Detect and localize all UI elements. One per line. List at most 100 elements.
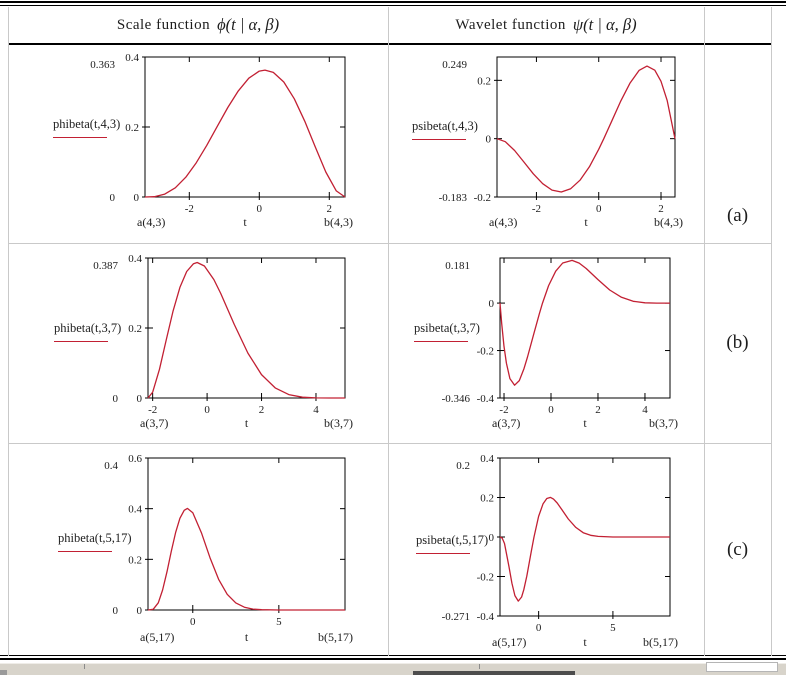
trace-curve <box>499 259 670 386</box>
y-tick-label: 0.2 <box>480 493 494 505</box>
y-tick-label: -0.2 <box>474 192 491 204</box>
legend-trace-swatch <box>412 139 466 140</box>
trace-max-label: 0.2 <box>456 460 470 472</box>
x-range-label-b: b(3,7) <box>649 416 678 430</box>
wavelet-plot-cell-a: psibeta(t,4,3) -2 0 2 -0.2 0 0.2 0.249 -0.183 a(… <box>388 43 704 243</box>
row-label-cell-c: (c) <box>704 443 771 656</box>
table-border-right <box>771 7 772 656</box>
x-tick-label: 2 <box>595 404 601 416</box>
legend-label: psibeta(t,4,3) <box>412 119 478 133</box>
x-tick-label: 5 <box>276 616 282 628</box>
x-axis-label-t: t <box>583 635 587 649</box>
trace-max-label: 0.363 <box>90 59 115 71</box>
header-scale-formula: ϕ(t | α, β) <box>217 15 280 34</box>
x-tick-label: -2 <box>185 203 194 215</box>
row-divider-1 <box>8 243 771 244</box>
strip-corner-fragment <box>0 670 7 675</box>
legend-phibeta-3-7: phibeta(t,3,7) <box>54 321 121 342</box>
scroll-corner-box <box>706 662 778 672</box>
plot-frame <box>496 56 676 198</box>
x-range-label-b: b(5,17) <box>318 630 353 644</box>
trace-curve <box>499 496 670 602</box>
top-rule-inner <box>0 5 786 6</box>
x-tick-label: 0 <box>548 404 554 416</box>
legend-label: psibeta(t,3,7) <box>414 321 480 335</box>
x-range-label-b: b(3,7) <box>324 416 353 430</box>
y-tick-label: 0 <box>486 134 492 146</box>
scale-plot-cell-c: phibeta(t,5,17) 0 5 0 0.2 0.4 0.6 0.4 0 a(5,17) t… <box>8 443 388 656</box>
trace-min-label: 0 <box>113 605 119 617</box>
wavelet-plot-a: -2 0 2 -0.2 0 0.2 0.249 -0.183 a(4,3) t b(4,3) <box>439 56 683 229</box>
taskbar-fragment-bar <box>413 671 575 675</box>
x-axis-label-t: t <box>583 416 587 430</box>
row-label-b: (b) <box>726 332 749 353</box>
plot-frame <box>147 257 346 399</box>
legend-label: phibeta(t,3,7) <box>54 321 122 335</box>
wavelet-plot-cell-c: psibeta(t,5,17) 0 5 -0.4 -0.2 0 0.2 0.4 0.2 -0.2… <box>388 443 704 656</box>
wavelet-plot-b: -2 0 2 4 -0.4 -0.2 0 0.181 -0.346 a(3,7) t b(3,7) <box>442 257 678 430</box>
header-scale-function: Scale function ϕ(t | α, β) <box>8 7 388 43</box>
y-tick-label: 0.4 <box>480 453 494 465</box>
x-range-label-a: a(3,7) <box>140 416 168 430</box>
wavelet-plot-c: 0 5 -0.4 -0.2 0 0.2 0.4 0.2 -0.271 a(5,17) t b(5,17… <box>442 453 678 649</box>
x-tick-label: 5 <box>610 622 616 634</box>
top-rule-outer <box>0 1 786 3</box>
x-tick-label: 4 <box>313 404 319 416</box>
y-tick-label: 0.2 <box>125 122 139 134</box>
x-range-label-a: a(5,17) <box>140 630 174 644</box>
legend-trace-swatch <box>58 551 112 552</box>
header-scale-label: Scale function <box>116 16 211 33</box>
x-tick-label: 2 <box>658 203 664 215</box>
x-tick-label: 0 <box>596 203 602 215</box>
legend-trace-swatch <box>416 553 470 554</box>
legend-label: psibeta(t,5,17) <box>416 533 489 547</box>
legend-psibeta-4-3: psibeta(t,4,3) <box>412 119 478 140</box>
trace-max-label: 0.4 <box>104 460 118 472</box>
x-tick-label: -2 <box>532 203 541 215</box>
y-tick-label: 0.4 <box>128 253 142 265</box>
y-tick-label: -0.2 <box>477 572 494 584</box>
plot-frame <box>147 457 346 611</box>
row-label-c: (c) <box>726 538 749 560</box>
x-tick-label: 0 <box>257 203 263 215</box>
plot-frame <box>499 257 671 399</box>
trace-curve <box>147 507 345 611</box>
legend-label: phibeta(t,5,17) <box>58 531 132 545</box>
trace-curve <box>144 69 346 198</box>
legend-label: phibeta(t,4,3) <box>53 117 121 131</box>
header-wavelet-formula: ψ(t | α, β) <box>572 15 637 34</box>
scale-plot-a: -2 0 2 0 0.2 0.4 0.363 0 a(4,3) t b(4,3) <box>90 52 353 229</box>
y-tick-label: -0.4 <box>477 611 495 623</box>
y-tick-label: 0.4 <box>128 504 142 516</box>
x-range-label-b: b(4,3) <box>654 215 683 229</box>
legend-trace-swatch <box>54 341 108 342</box>
y-tick-label: 0 <box>137 605 143 617</box>
trace-min-label: 0 <box>113 393 119 405</box>
legend-phibeta-5-17: phibeta(t,5,17) <box>58 531 132 552</box>
y-tick-label: 0.2 <box>477 75 491 87</box>
trace-max-label: 0.181 <box>445 260 470 272</box>
x-range-label-a: a(4,3) <box>137 215 165 229</box>
wavelet-plot-cell-b: psibeta(t,3,7) -2 0 2 4 -0.4 -0.2 0 0.181 -0.346… <box>388 243 704 443</box>
trace-max-label: 0.249 <box>442 59 467 71</box>
header-wavelet-function: Wavelet function ψ(t | α, β) <box>388 7 704 43</box>
x-range-label-a: a(5,17) <box>492 635 526 649</box>
x-axis-label-t: t <box>245 416 249 430</box>
trace-min-label: -0.183 <box>439 192 468 204</box>
x-tick-label: -2 <box>148 404 157 416</box>
trace-min-label: -0.271 <box>442 611 470 623</box>
header-wavelet-label: Wavelet function <box>455 16 566 33</box>
x-range-label-a: a(3,7) <box>492 416 520 430</box>
x-axis-label-t: t <box>245 630 249 644</box>
legend-phibeta-4-3: phibeta(t,4,3) <box>53 117 120 138</box>
scale-plot-cell-a: phibeta(t,4,3) -2 0 2 0 0.2 0.4 0.363 0 a(4,3) t b… <box>8 43 388 243</box>
y-tick-label: 0.2 <box>128 323 142 335</box>
legend-psibeta-3-7: psibeta(t,3,7) <box>414 321 480 342</box>
x-axis-label-t: t <box>584 215 588 229</box>
legend-trace-swatch <box>53 137 107 138</box>
column-divider-1 <box>388 7 389 656</box>
y-tick-label: 0 <box>134 192 140 204</box>
trace-min-label: -0.346 <box>442 393 471 405</box>
row-label-cell-a: (a) <box>704 43 771 243</box>
